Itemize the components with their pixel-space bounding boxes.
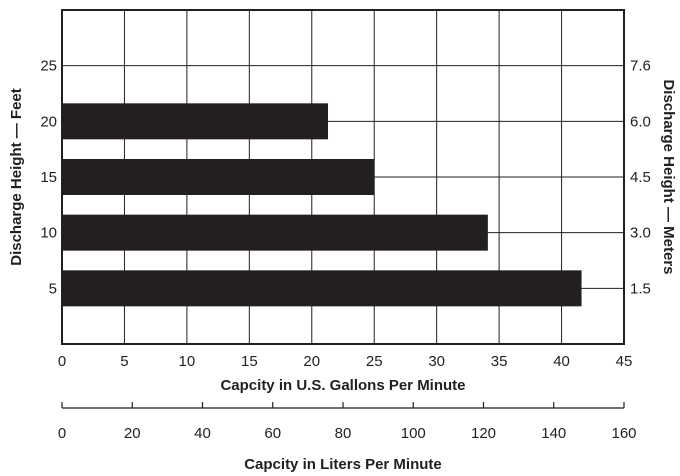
x2-tick-label: 0 — [58, 425, 66, 442]
y-right-tick-label: 6.0 — [630, 113, 651, 130]
x-tick-label: 45 — [616, 353, 633, 370]
x-tick-label: 25 — [366, 353, 383, 370]
x2-tick-label: 60 — [264, 425, 281, 442]
x2-tick-label: 160 — [611, 425, 636, 442]
x-tick-label: 30 — [428, 353, 445, 370]
y-left-tick-label: 15 — [40, 169, 57, 186]
x-axis-title: Capcity in U.S. Gallons Per Minute — [220, 377, 465, 394]
y-right-tick-label: 4.5 — [630, 169, 651, 186]
bar-10-ft — [62, 214, 488, 251]
x-tick-label: 5 — [120, 353, 128, 370]
x-tick-label: 10 — [179, 353, 196, 370]
bars — [62, 103, 582, 307]
tick-labels: 0 5 10 15 20 25 30 35 40 45 5 1.5 10 3.0 15 4.5 20 6.0 25 7… — [40, 58, 651, 370]
plot-frame — [61, 9, 625, 345]
y-right-tick-label: 3.0 — [630, 225, 651, 242]
y-axis-right-title: Discharge Height — Meters — [660, 79, 677, 274]
x2-tick-label: 120 — [471, 425, 496, 442]
y-left-tick-label: 10 — [40, 225, 57, 242]
bar-15-ft — [62, 159, 375, 195]
y-right-tick-label: 1.5 — [630, 280, 651, 297]
x-tick-label: 35 — [491, 353, 508, 370]
x2-axis-title: Capcity in Liters Per Minute — [244, 456, 442, 473]
y-left-tick-label: 25 — [40, 58, 57, 75]
x-tick-label: 20 — [303, 353, 320, 370]
x-tick-label: 0 — [58, 353, 66, 370]
y-right-tick-label: 7.6 — [630, 58, 651, 75]
x2-tick-label: 20 — [124, 425, 141, 442]
x2-tick-label: 40 — [194, 425, 211, 442]
y-left-tick-label: 5 — [49, 280, 57, 297]
x2-tick-label: 140 — [541, 425, 566, 442]
x-tick-label: 40 — [553, 353, 570, 370]
y-axis-left-title: Discharge Height — Feet — [8, 88, 25, 266]
x2-tick-label: 80 — [335, 425, 352, 442]
y-left-tick-label: 20 — [40, 113, 57, 130]
x2-tick-label: 100 — [401, 425, 426, 442]
bar-20-ft — [62, 103, 329, 140]
liters-axis: 0 20 40 60 80 100 120 140 160 — [58, 402, 637, 442]
x-tick-label: 15 — [241, 353, 258, 370]
bar-5-ft — [62, 270, 582, 307]
